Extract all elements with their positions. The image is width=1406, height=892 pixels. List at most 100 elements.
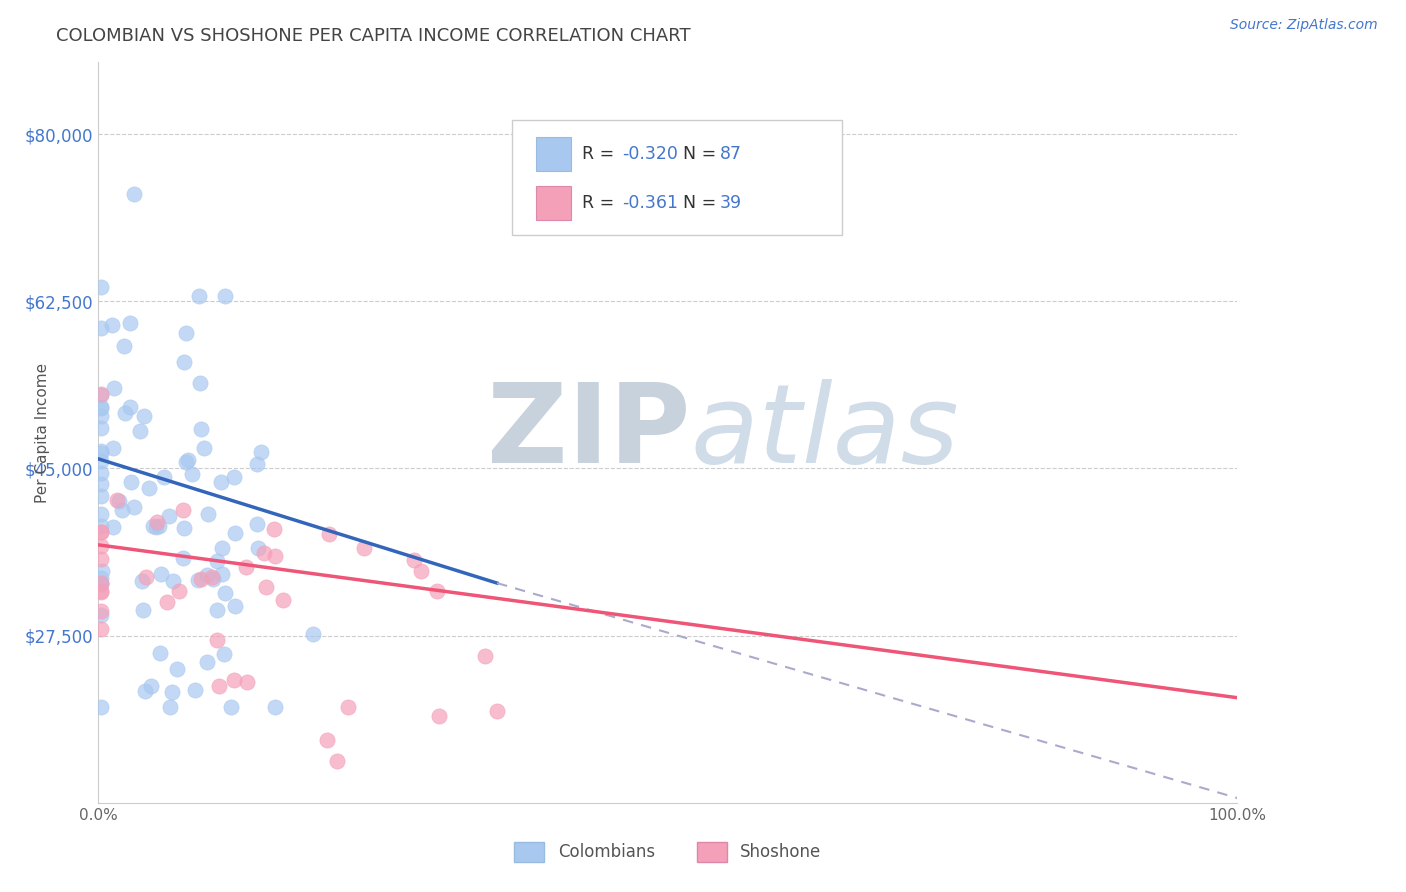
Point [148,519,170,533]
Point [90,583,112,598]
Point [205,632,228,647]
Point [90,575,112,590]
Point [100,318,122,332]
Point [214,289,236,303]
Point [187,288,209,302]
Point [118,400,141,414]
Point [90,604,112,618]
Point [195,568,218,582]
Text: 87: 87 [720,145,742,163]
Text: atlas: atlas [690,379,959,486]
Point [208,679,231,693]
Point [245,458,267,472]
Point [149,646,172,660]
Point [254,580,277,594]
Point [90,489,112,503]
Point [134,683,156,698]
Point [253,546,276,560]
Point [353,541,375,556]
Point [135,570,157,584]
Text: 39: 39 [720,194,742,212]
Point [118,316,141,330]
Point [273,593,295,607]
Point [205,554,228,568]
Point [188,376,211,390]
Point [160,685,183,699]
Point [124,186,146,201]
Point [120,475,142,489]
Point [174,454,197,468]
Point [411,565,433,579]
Text: R =: R = [582,145,620,163]
Point [112,339,135,353]
Point [103,441,125,455]
Point [145,519,167,533]
Point [235,560,257,574]
Point [90,421,112,435]
Point [485,704,508,718]
Point [90,539,112,553]
Point [263,549,285,563]
Point [193,441,215,455]
Point [90,388,112,402]
Point [90,409,112,424]
Point [190,573,212,587]
Point [249,445,271,459]
Point [153,470,176,484]
Point [90,279,112,293]
Point [149,566,172,581]
Point [211,541,233,556]
Text: R =: R = [582,194,620,212]
Point [142,519,165,533]
Point [187,573,209,587]
Point [111,503,134,517]
Point [167,583,190,598]
Point [429,708,451,723]
Point [162,574,184,588]
Point [211,566,233,581]
Point [195,656,218,670]
Point [155,595,177,609]
Point [90,401,112,416]
Point [90,700,112,714]
Point [214,586,236,600]
Point [90,454,112,468]
Point [105,493,128,508]
Point [146,515,169,529]
Point [236,675,259,690]
Point [247,541,270,555]
Text: COLOMBIAN VS SHOSHONE PER CAPITA INCOME CORRELATION CHART: COLOMBIAN VS SHOSHONE PER CAPITA INCOME … [56,27,690,45]
Point [174,326,197,340]
Point [183,683,205,698]
Legend: Colombians, Shoshone: Colombians, Shoshone [508,835,828,869]
Point [91,564,114,578]
Point [207,603,229,617]
Point [246,517,269,532]
Text: N =: N = [683,194,723,212]
Point [131,574,153,588]
Text: ZIP: ZIP [488,379,690,486]
Point [90,519,112,533]
Point [318,527,340,541]
Point [90,622,112,636]
Point [190,421,212,435]
Point [404,553,426,567]
Text: Source: ZipAtlas.com: Source: ZipAtlas.com [1230,18,1378,32]
Point [90,575,112,590]
Point [90,607,112,622]
Point [172,502,194,516]
Point [221,700,243,714]
Point [157,509,180,524]
Point [90,401,112,415]
Text: N =: N = [683,145,723,163]
Point [138,481,160,495]
Point [336,700,359,714]
Point [90,571,112,585]
Point [132,409,155,424]
Point [90,466,112,480]
Text: -0.361: -0.361 [621,194,678,212]
Point [90,524,112,539]
Point [172,551,194,566]
Point [101,520,124,534]
Point [90,508,112,522]
